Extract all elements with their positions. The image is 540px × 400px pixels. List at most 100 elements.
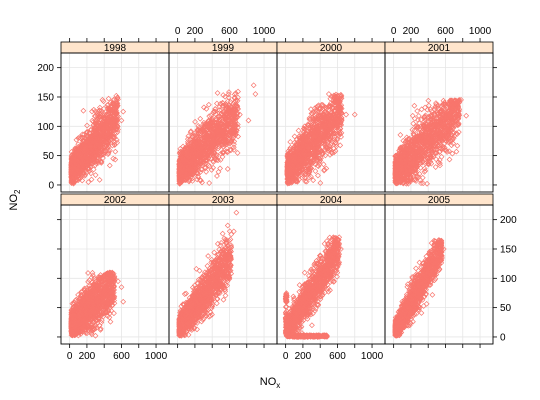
data-point xyxy=(303,143,310,150)
data-point xyxy=(228,138,235,145)
data-point xyxy=(328,93,335,100)
data-point xyxy=(217,120,224,127)
panel-1998: 1998 xyxy=(60,41,170,193)
data-point xyxy=(109,111,115,117)
data-point xyxy=(202,133,209,140)
data-point xyxy=(85,159,92,166)
data-point xyxy=(195,134,202,141)
data-point xyxy=(92,120,98,127)
data-point xyxy=(188,128,194,135)
data-point xyxy=(100,98,107,105)
data-point xyxy=(91,113,98,120)
data-point xyxy=(284,174,291,180)
data-point xyxy=(312,135,319,142)
data-point xyxy=(113,118,120,124)
data-point xyxy=(324,117,331,124)
data-point xyxy=(203,168,210,175)
data-point xyxy=(76,148,83,154)
data-point xyxy=(183,168,190,175)
data-point xyxy=(203,146,210,153)
data-point xyxy=(210,118,217,124)
outlier-point xyxy=(236,111,243,118)
data-point xyxy=(215,157,221,164)
data-point xyxy=(315,172,321,179)
data-point xyxy=(112,156,119,163)
data-point xyxy=(302,174,308,181)
data-point xyxy=(70,153,77,160)
data-point xyxy=(72,153,79,160)
data-point xyxy=(210,123,216,130)
data-point xyxy=(314,150,321,157)
data-point xyxy=(103,121,110,128)
data-point xyxy=(199,141,205,147)
data-point xyxy=(214,173,220,179)
data-point xyxy=(90,157,97,163)
data-point xyxy=(325,134,332,141)
data-point xyxy=(198,145,204,152)
data-point xyxy=(194,151,201,158)
panel-1999: 1999 xyxy=(168,41,278,193)
data-point xyxy=(114,95,121,101)
data-point xyxy=(182,150,189,157)
data-point xyxy=(216,116,223,123)
data-point xyxy=(193,161,200,167)
data-point xyxy=(77,163,84,170)
data-point xyxy=(233,122,239,128)
strip-label-2001: 2001 xyxy=(428,43,451,54)
outlier-point xyxy=(113,92,120,99)
data-point xyxy=(318,102,325,108)
data-point xyxy=(74,170,80,177)
data-point xyxy=(316,161,323,168)
data-point xyxy=(93,142,100,149)
data-point xyxy=(312,120,319,127)
data-point xyxy=(294,162,301,169)
data-point xyxy=(77,157,84,164)
data-point xyxy=(79,149,86,156)
data-point xyxy=(210,153,217,160)
data-point xyxy=(217,121,224,127)
data-point xyxy=(301,131,308,138)
data-point xyxy=(310,130,316,137)
data-point xyxy=(333,143,340,150)
data-point xyxy=(113,101,120,108)
data-point xyxy=(80,107,87,114)
data-point xyxy=(183,176,189,183)
data-point xyxy=(196,143,203,150)
data-point xyxy=(215,169,222,175)
data-point xyxy=(95,111,102,118)
data-point xyxy=(112,122,119,129)
data-point xyxy=(224,145,230,152)
data-point xyxy=(75,149,82,156)
data-point xyxy=(327,109,334,116)
data-point xyxy=(98,113,105,120)
outlier-point xyxy=(351,111,358,118)
data-point xyxy=(96,104,103,111)
data-point xyxy=(329,138,336,145)
data-point xyxy=(327,121,334,128)
data-point xyxy=(100,133,107,139)
data-point xyxy=(113,130,120,137)
data-point xyxy=(217,100,224,107)
data-point xyxy=(292,142,299,149)
data-point xyxy=(206,139,213,146)
data-point xyxy=(308,155,315,162)
data-point xyxy=(223,128,229,135)
data-point xyxy=(183,154,190,161)
data-point xyxy=(101,114,108,121)
data-point xyxy=(179,160,186,167)
data-point xyxy=(114,94,121,101)
data-point xyxy=(235,88,241,95)
data-point xyxy=(108,133,115,140)
data-point xyxy=(235,133,241,140)
data-point xyxy=(199,179,205,186)
data-point xyxy=(227,146,234,153)
data-point xyxy=(186,157,193,164)
data-point xyxy=(76,134,83,141)
data-point xyxy=(220,139,227,145)
data-point xyxy=(190,132,197,139)
data-point xyxy=(327,151,333,158)
data-point xyxy=(105,105,112,112)
data-point xyxy=(71,158,78,164)
data-point xyxy=(332,99,338,105)
